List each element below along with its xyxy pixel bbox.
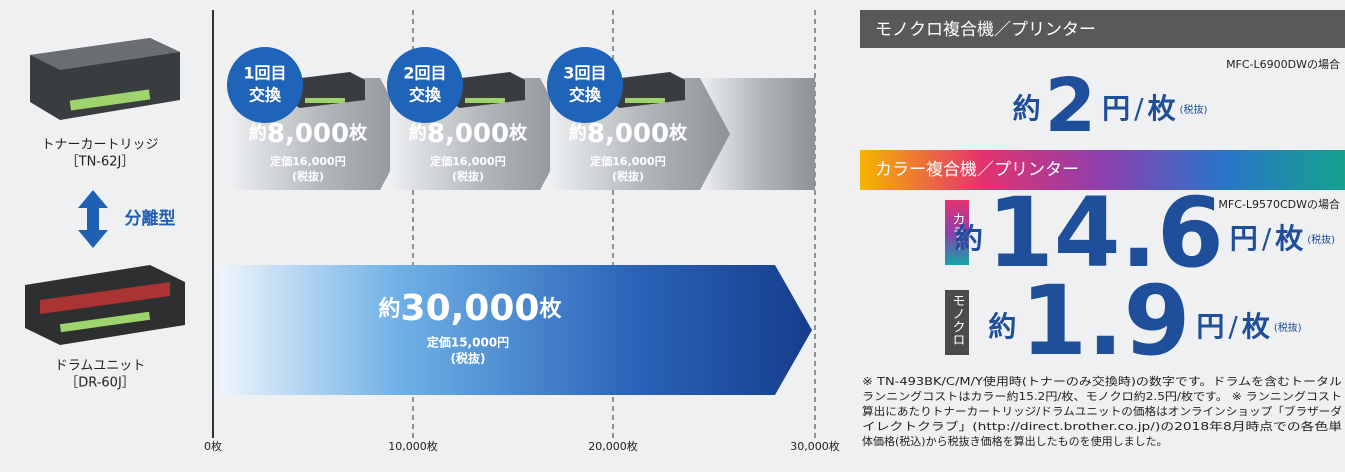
cost-part: (税抜) — [1274, 321, 1302, 334]
cost-part: 14.6 — [987, 177, 1224, 289]
cost-part: 円 — [1196, 310, 1224, 343]
toner-yield: 約8,000枚 — [249, 119, 368, 149]
note-line: ※ TN-493BK/C/M/Y使用時(トナーのみ交換時)の数字です。ドラムを含… — [862, 374, 1342, 388]
toner-yield-part: 約 — [249, 122, 267, 144]
axis-tick-label: 10,000枚 — [388, 439, 438, 453]
cost: 約1.9 円 / 枚 (税抜) — [988, 265, 1301, 377]
cost-part: 枚 — [1242, 310, 1270, 343]
note-line: イレクトクラブ」(http://direct.brother.co.jp/)の2… — [862, 419, 1342, 433]
toner-icon-handle — [305, 98, 345, 103]
toner-tax: (税抜) — [452, 169, 484, 183]
toner-yield-part: 8,000 — [587, 119, 669, 149]
note-line: ランニングコストはカラー約15.2円/枚、モノクロ約2.5円/枚です。 ※ ラン… — [862, 389, 1342, 403]
toner-price: 定価16,000円 — [590, 154, 665, 168]
row-tag: カラー — [950, 213, 965, 252]
separation-label: 分離型 — [125, 208, 176, 229]
drum-model: ［DR-60J］ — [65, 376, 135, 391]
cost-part: 約 — [988, 310, 1016, 343]
toner-yield: 約8,000枚 — [409, 119, 528, 149]
mono-model: MFC-L6900DWの場合 — [1226, 57, 1340, 71]
cost: 約2 円 / 枚 (税抜) — [1013, 63, 1208, 149]
color-header-bar — [860, 150, 1345, 190]
cost: 約14.6 円 / 枚 (税抜) — [955, 177, 1335, 289]
cost-part: (税抜) — [1180, 103, 1208, 116]
cost-part: 2 — [1045, 63, 1097, 149]
separation-arrow — [78, 190, 108, 248]
toner-label: トナーカートリッジ — [41, 138, 158, 153]
toner-price: 定価16,000円 — [430, 154, 505, 168]
color-model: MFC-L9570CDWの場合 — [1218, 197, 1340, 211]
toner-cartridge-icon — [285, 72, 365, 108]
cost-part: 円 — [1102, 92, 1130, 125]
cost-part: 円 — [1230, 222, 1258, 255]
toner-image — [30, 38, 180, 120]
drum-arrow — [220, 265, 812, 395]
badge-line2: 交換 — [249, 86, 282, 105]
badge — [547, 47, 623, 123]
drum-tax: (税抜) — [451, 351, 486, 366]
color-header: カラー複合機／プリンター — [875, 160, 1079, 180]
toner-yield-part: 8,000 — [427, 119, 509, 149]
badge — [387, 47, 463, 123]
toner-cartridge-icon — [445, 72, 525, 108]
toner-yield: 約8,000枚 — [569, 119, 688, 149]
cost-part: 枚 — [1275, 222, 1303, 255]
cost-part: / — [1134, 92, 1144, 125]
axis-tick-label: 20,000枚 — [588, 439, 638, 453]
toner-icon-handle — [625, 98, 665, 103]
toner-yield-part: 8,000 — [267, 119, 349, 149]
toner-yield-part: 枚 — [349, 122, 368, 144]
axis-tick-label: 0枚 — [204, 439, 222, 453]
drum-yield: 約30,000枚 — [379, 288, 562, 329]
badge-line1: 1回目 — [243, 64, 286, 83]
mono-tag — [945, 290, 969, 355]
drum-label: ドラムユニット — [55, 359, 146, 374]
cost-part: 枚 — [1148, 92, 1176, 125]
mono-header: モノクロ複合機／プリンター — [875, 20, 1096, 40]
cost-part: 約 — [955, 222, 983, 255]
cost-part: / — [1228, 310, 1238, 343]
cost-part: 約 — [1013, 92, 1041, 125]
drum-yield-part: 30,000 — [401, 288, 540, 329]
badge — [227, 47, 303, 123]
drum-price: 定価15,000円 — [427, 335, 509, 350]
cost-part: 1.9 — [1020, 265, 1190, 377]
badge-line2: 交換 — [569, 86, 602, 105]
axis-tick-label: 30,000枚 — [790, 439, 840, 453]
cost-part: / — [1262, 222, 1272, 255]
toner-yield-part: 約 — [569, 122, 587, 144]
toner-cartridge-icon — [605, 72, 685, 108]
badge-line1: 2回目 — [403, 64, 446, 83]
drum-yield-part: 枚 — [539, 296, 561, 322]
drum-image — [25, 265, 185, 345]
color-tag — [945, 200, 969, 265]
toner-model: ［TN-62J］ — [66, 155, 135, 170]
toner-tax: (税抜) — [292, 169, 324, 183]
toner-icon-handle — [465, 98, 505, 103]
cost-part: (税抜) — [1307, 233, 1335, 246]
toner-tax: (税抜) — [612, 169, 644, 183]
row-tag: モノクロ — [950, 294, 965, 346]
toner-yield-part: 枚 — [509, 122, 528, 144]
badge-line2: 交換 — [409, 86, 442, 105]
toner-yield-part: 約 — [409, 122, 427, 144]
mono-header-bar — [860, 10, 1345, 48]
note-line: 算出にあたりトナーカートリッジ/ドラムユニットの価格はオンラインショップ「ブラザ… — [862, 404, 1342, 418]
note-line: 体価格(税込)から税抜き価格を算出したものを使用しました。 — [862, 434, 1168, 448]
drum-yield-part: 約 — [379, 296, 401, 322]
toner-yield-part: 枚 — [669, 122, 688, 144]
toner-price: 定価16,000円 — [270, 154, 345, 168]
badge-line1: 3回目 — [563, 64, 606, 83]
